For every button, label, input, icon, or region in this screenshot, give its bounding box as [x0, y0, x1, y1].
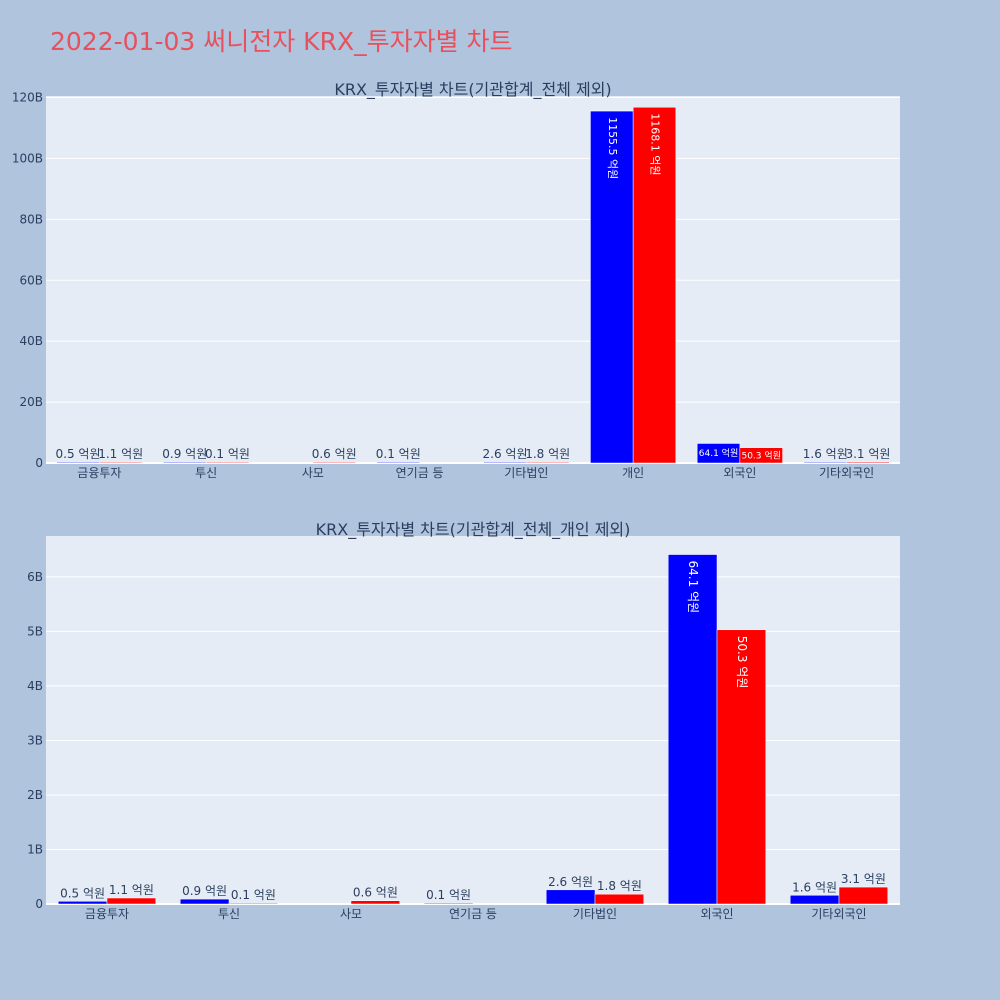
x-tick-label: 기타외국인 [811, 907, 866, 921]
y-tick-label: 20B [19, 395, 43, 409]
bar [99, 461, 143, 464]
y-tick-label: 0 [35, 456, 43, 470]
page-title: 2022-01-03 써니전자 KRX_투자자별 차트 [50, 27, 513, 56]
bar [838, 886, 889, 905]
bar [632, 106, 677, 464]
data-label: 0.5 억원 [60, 886, 105, 900]
data-label: 0.5 억원 [56, 447, 101, 461]
data-label: 0.6 억원 [312, 447, 357, 461]
bar [590, 110, 634, 464]
y-tick-label: 4B [27, 679, 43, 693]
bar [57, 901, 108, 905]
y-tick-label: 100B [12, 151, 43, 165]
bar [163, 461, 207, 464]
data-label: 50.3 억원 [741, 449, 780, 461]
bar [594, 893, 645, 905]
bar [545, 889, 596, 905]
y-tick-label: 120B [12, 91, 43, 105]
x-tick-label: 기타법인 [504, 466, 548, 480]
x-tick-label: 금융투자 [77, 466, 121, 480]
bar [350, 900, 401, 905]
bar [205, 461, 250, 464]
data-label: 1.8 억원 [525, 447, 570, 461]
x-tick-label: 금융투자 [85, 907, 129, 921]
data-label: 64.1 억원 [686, 561, 700, 614]
x-tick-label: 외국인 [723, 466, 756, 480]
bar [106, 897, 157, 905]
x-tick-label: 외국인 [700, 907, 733, 921]
x-tick-label: 사모 [340, 907, 362, 921]
bar [716, 629, 767, 905]
bar [526, 461, 570, 464]
y-tick-label: 60B [19, 273, 43, 287]
y-tick-label: 3B [27, 733, 43, 747]
bar [739, 447, 783, 464]
data-label: 0.1 억원 [376, 447, 421, 461]
bar [56, 461, 100, 464]
data-label: 0.1 억원 [205, 447, 250, 461]
y-tick-label: 80B [19, 212, 43, 226]
chart-title-2: KRX_투자자별 차트(기관합계_전체_개인 제외) [316, 520, 631, 540]
data-label: 0.9 억원 [162, 447, 207, 461]
data-label: 0.1 억원 [426, 888, 471, 902]
data-label: 0.6 억원 [353, 886, 398, 900]
data-label: 3.1 억원 [841, 872, 886, 886]
data-label: 1.8 억원 [597, 879, 642, 893]
x-tick-label: 투신 [218, 907, 240, 921]
data-label: 1155.5 억원 [606, 117, 619, 179]
bar [228, 902, 279, 905]
data-label: 50.3 억원 [735, 636, 749, 689]
data-label: 0.1 억원 [231, 888, 276, 902]
data-label: 2.6 억원 [483, 447, 528, 461]
bar [179, 898, 230, 905]
x-tick-label: 연기금 등 [396, 466, 444, 480]
plot-area-1 [46, 96, 900, 463]
x-tick-label: 기타법인 [573, 907, 617, 921]
data-label: 1.6 억원 [803, 447, 848, 461]
y-tick-label: 1B [27, 842, 43, 856]
data-label: 1.1 억원 [98, 447, 143, 461]
bar [312, 461, 356, 464]
data-label: 64.1 억원 [699, 447, 738, 459]
data-label: 1.6 억원 [792, 880, 837, 894]
data-label: 1.1 억원 [109, 883, 154, 897]
bar [376, 461, 420, 464]
x-tick-label: 투신 [195, 466, 217, 480]
x-tick-label: 기타외국인 [819, 466, 874, 480]
x-tick-label: 연기금 등 [449, 907, 497, 921]
data-label: 1168.1 억원 [648, 113, 661, 175]
bar [483, 461, 527, 464]
data-label: 2.6 억원 [548, 875, 593, 889]
data-label: 0.9 억원 [182, 884, 227, 898]
x-tick-label: 사모 [302, 466, 324, 480]
bar [803, 461, 847, 464]
bar [846, 461, 890, 464]
x-tick-label: 개인 [622, 466, 644, 480]
y-tick-label: 5B [27, 624, 43, 638]
plot-area-2 [46, 536, 900, 904]
bar [423, 902, 474, 905]
data-label: 3.1 억원 [845, 447, 890, 461]
y-tick-label: 6B [27, 570, 43, 584]
chart-title-1: KRX_투자자별 차트(기관합계_전체 제외) [334, 80, 611, 100]
y-tick-label: 2B [27, 788, 43, 802]
bar [789, 895, 840, 905]
bar [667, 554, 718, 905]
y-tick-label: 0 [35, 897, 43, 911]
y-tick-label: 40B [19, 334, 43, 348]
